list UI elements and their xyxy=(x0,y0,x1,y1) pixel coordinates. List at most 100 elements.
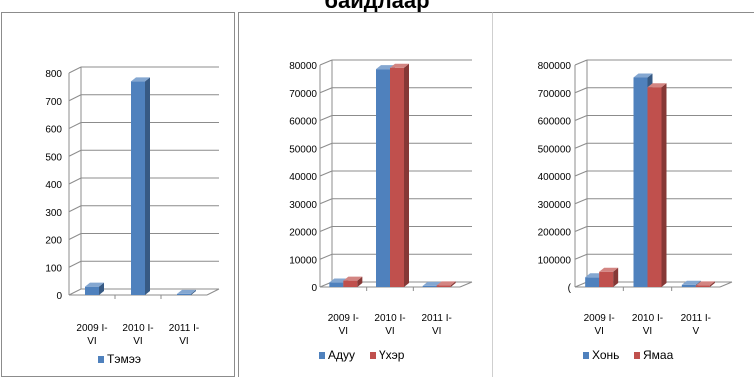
bar-front xyxy=(695,285,710,287)
gridline-depth xyxy=(319,142,333,149)
bar-top xyxy=(85,282,104,287)
gridline-depth xyxy=(319,115,333,121)
gridline-depth xyxy=(319,59,333,66)
bar-side xyxy=(357,276,363,287)
y-tick-label: 40000 xyxy=(289,172,317,183)
legend: Тэмээ xyxy=(98,352,141,366)
bar-side xyxy=(709,281,715,287)
gridline-depth xyxy=(319,253,333,260)
chart-panel-horses-cattle: 0 10000 20000 30000 40000 50000 60000 70000 8000… xyxy=(238,12,493,377)
gridline-depth xyxy=(574,281,588,288)
bars xyxy=(85,77,196,295)
y-tick-label: 300 xyxy=(45,208,62,219)
y-tick-label: 200000 xyxy=(538,228,572,239)
gridline-depth xyxy=(68,205,82,213)
legend-swatch xyxy=(370,352,376,359)
y-tick-label: 20000 xyxy=(289,228,317,239)
bar-front xyxy=(390,67,404,288)
bar-side xyxy=(191,289,196,295)
legend-label: Адуу xyxy=(328,348,355,362)
gridline-depth xyxy=(574,59,588,66)
y-tick-label: 30000 xyxy=(289,200,317,211)
bar-front xyxy=(85,286,99,295)
bar-front xyxy=(436,285,451,287)
bar-top xyxy=(390,63,409,68)
y-tick-label: 0 xyxy=(311,283,317,294)
y-tick-label: 70000 xyxy=(289,89,317,100)
y-tick-label: 700000 xyxy=(538,89,572,100)
y-tick-label: 50000 xyxy=(289,144,317,155)
bar xyxy=(695,281,715,287)
bar-side xyxy=(661,83,667,287)
bar-top xyxy=(599,267,619,272)
legend-label: Ямаа xyxy=(643,348,674,362)
gridline-depth xyxy=(574,170,588,177)
y-tick-label: 600 xyxy=(45,125,62,136)
bar-front xyxy=(599,271,614,287)
y-tick-label: 400000 xyxy=(538,172,572,183)
bar-top xyxy=(681,280,701,285)
gridline-depth xyxy=(68,177,82,185)
bar xyxy=(85,282,104,295)
y-tick-label: 80000 xyxy=(289,61,317,72)
bar-front xyxy=(633,77,648,287)
gridline-depth xyxy=(68,122,82,129)
legend-label: Үхэр xyxy=(379,348,405,362)
bar xyxy=(131,77,150,295)
gridline-depth xyxy=(68,66,82,74)
y-tick-label: 600000 xyxy=(538,117,572,128)
gridline-depth xyxy=(319,226,333,232)
bar-top xyxy=(177,289,196,294)
chart-camels: 0 100 200 300 400 500 600 700 800 2009 I-VI 2010 I… xyxy=(45,66,220,366)
bar xyxy=(343,276,363,287)
bar xyxy=(177,289,196,295)
y-tick-label: 60000 xyxy=(289,117,317,128)
gridline-depth xyxy=(68,233,82,240)
y-tick-label: ( xyxy=(568,283,572,294)
bar-top xyxy=(633,73,653,78)
bar-front xyxy=(585,277,600,287)
y-tick-label: 300000 xyxy=(538,200,572,211)
bar-side xyxy=(145,77,150,295)
x-tick-label: 2011 I-VI xyxy=(169,323,199,347)
gridline-depth xyxy=(68,94,82,102)
bar-top xyxy=(131,77,150,82)
x-tick-label: 2009 I-VI xyxy=(76,323,107,347)
gridline-depth xyxy=(319,87,333,94)
bar-top xyxy=(647,83,667,88)
bar-front xyxy=(131,81,145,295)
floor-right-edge xyxy=(206,288,220,296)
chart-panel-camels: 0 100 200 300 400 500 600 700 800 2009 I-VI 2010 I… xyxy=(1,12,235,377)
gridline-depth xyxy=(319,170,333,177)
gridline-depth xyxy=(68,260,82,268)
legend-label: Хонь xyxy=(592,348,619,362)
bar-top xyxy=(436,281,456,286)
bar-front xyxy=(422,285,437,287)
y-tick-label: 10000 xyxy=(289,255,317,266)
page-title: байдлаар xyxy=(324,0,430,13)
y-tick-label: 700 xyxy=(45,97,62,108)
bar-top xyxy=(422,281,442,286)
chart-sheep-goats: (100000 200000 300000 400000 500000 600000 700… xyxy=(538,59,733,362)
bar-top xyxy=(343,276,363,281)
bar-side xyxy=(404,63,409,288)
gridline-depth xyxy=(574,142,588,149)
legend-swatch xyxy=(98,356,104,363)
bar xyxy=(647,83,667,287)
bar-side xyxy=(99,282,104,295)
x-tick-label: 2009 I-VI xyxy=(584,313,615,337)
gridline-depth xyxy=(574,253,588,260)
y-tick-label: 400 xyxy=(45,180,62,191)
y-tick-label: 200 xyxy=(45,236,62,247)
bar-front xyxy=(376,69,390,287)
y-tick-label: 100000 xyxy=(538,255,572,266)
gridline-depth xyxy=(574,115,588,121)
bar xyxy=(599,267,619,287)
legend: Хонь Ямаа xyxy=(583,348,674,362)
x-tick-label: 2011 I-VI xyxy=(421,313,451,337)
y-tick-label: 800000 xyxy=(538,61,572,72)
floor-right-edge xyxy=(459,281,473,288)
chart-panel-sheep-goats: (100000 200000 300000 400000 500000 600000 700… xyxy=(493,12,754,377)
bar-front xyxy=(177,293,191,295)
gridline-depth xyxy=(574,87,588,94)
